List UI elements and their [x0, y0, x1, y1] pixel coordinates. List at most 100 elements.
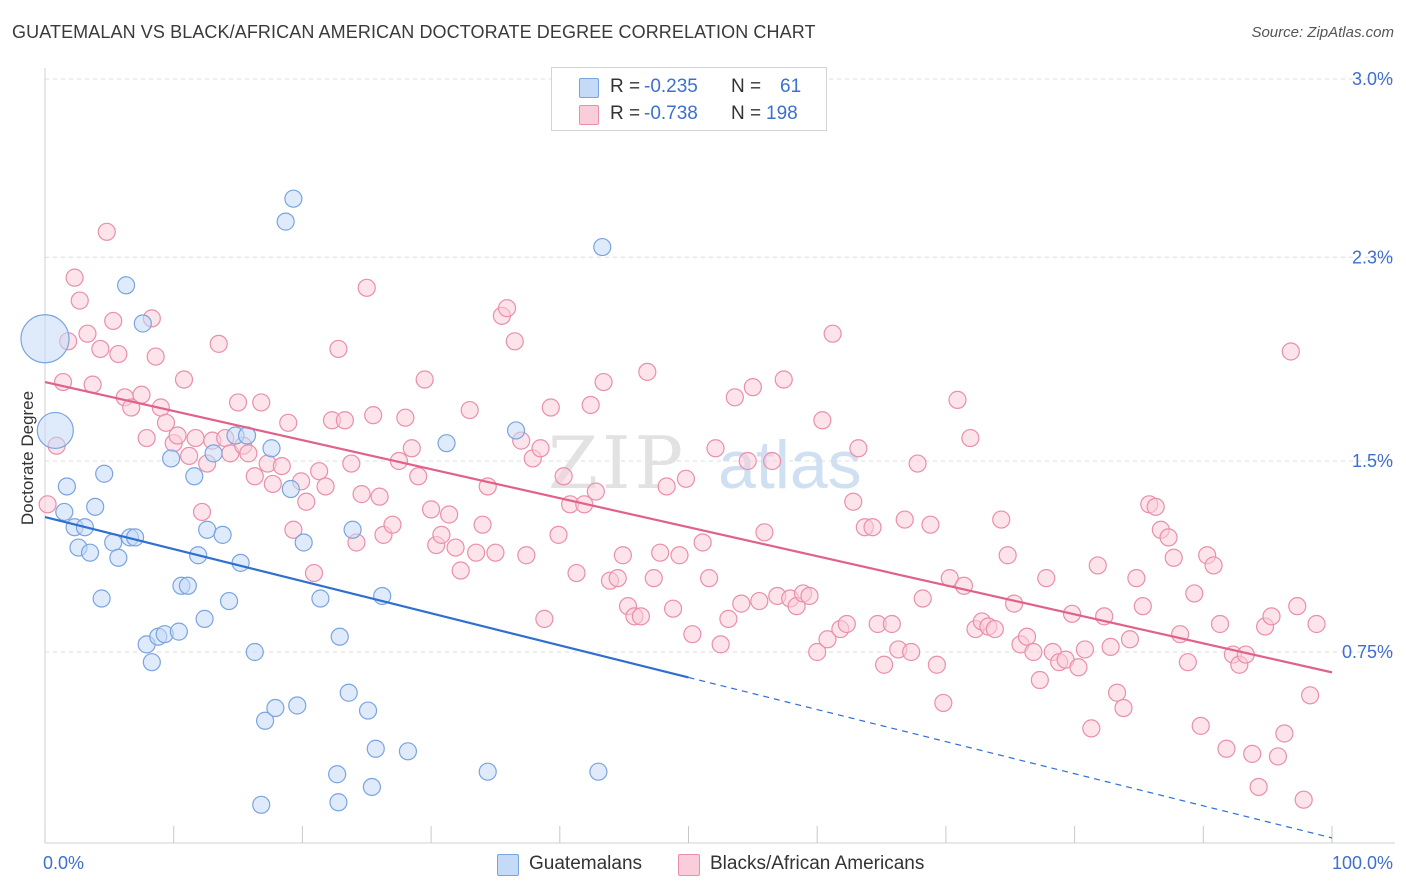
y-tick-label: 0.75% [1342, 642, 1393, 662]
y-tick-label: 3.0% [1352, 69, 1393, 89]
pink-point [631, 607, 650, 626]
pink-point [1146, 497, 1165, 516]
pink-point [948, 390, 967, 409]
pink-point [383, 515, 402, 534]
pink-point [415, 370, 434, 389]
blue-point [294, 533, 313, 552]
blue-point [589, 762, 608, 781]
legend-row-blacks: R = -0.738 N = 198 [552, 101, 826, 127]
pink-point [638, 362, 657, 381]
pink-point [1294, 790, 1313, 809]
pink-point [284, 520, 303, 539]
pink-point [467, 543, 486, 562]
pink-point [875, 655, 894, 674]
blue-point [95, 464, 114, 483]
r-label: R = [610, 103, 641, 124]
pink-point [725, 388, 744, 407]
pink-point [1268, 747, 1288, 766]
pink-trend-line [44, 380, 1333, 674]
pink-point [409, 467, 428, 486]
pink-point [1127, 569, 1146, 588]
y-tick-label: 1.5% [1352, 451, 1393, 471]
pink-point [1114, 698, 1133, 718]
pink-point [352, 485, 371, 504]
pink-point [774, 370, 793, 389]
pink-point [541, 398, 560, 417]
pink-point [1275, 724, 1294, 743]
pink-point [1164, 548, 1183, 567]
pink-point [168, 426, 187, 445]
blue-point [20, 314, 70, 364]
blue-point [213, 525, 232, 544]
pink-point [921, 515, 940, 534]
blue-trend-extension [688, 676, 1333, 839]
pink-point [1075, 640, 1094, 659]
blue-point [86, 497, 105, 516]
pink-point [517, 546, 536, 565]
pink-point [329, 339, 348, 359]
blue-point [329, 793, 348, 812]
blue-point [36, 411, 74, 450]
legend-label: Guatemalans [529, 853, 643, 874]
pink-point [823, 324, 842, 343]
pink-point [818, 630, 837, 649]
pink-point [440, 505, 459, 524]
pink-point [1288, 597, 1307, 616]
pink-point [252, 393, 271, 412]
pink-point [1037, 569, 1056, 588]
pink-point [1005, 594, 1024, 613]
pink-point [549, 525, 568, 544]
blue-point [55, 502, 74, 522]
pink-point [738, 451, 757, 471]
pink-swatch [678, 854, 700, 876]
pink-point [657, 477, 676, 496]
pink-point [1262, 607, 1281, 626]
n-label: N = [731, 76, 762, 97]
blue-point [169, 622, 188, 641]
pink-point [1178, 653, 1197, 672]
pink-point [396, 408, 415, 427]
blue-point [245, 642, 264, 662]
blue-point [506, 421, 526, 440]
pink-point [209, 334, 228, 353]
pink-point [670, 546, 689, 565]
pink-point [180, 446, 199, 466]
pink-point [732, 594, 751, 613]
pink-point [137, 428, 156, 448]
pink-point [1281, 342, 1300, 361]
n-label: N = [731, 103, 762, 124]
blue-point [57, 477, 76, 496]
pink-point [65, 268, 84, 287]
pink-point [719, 609, 738, 628]
blue-point [255, 711, 275, 730]
y-tick-label: 2.3% [1352, 247, 1393, 267]
blue-point [288, 696, 307, 715]
pink-point [554, 467, 573, 486]
trend-lines [44, 380, 1333, 839]
pink-point [998, 546, 1017, 565]
pink-point [486, 543, 505, 562]
blue-point [276, 212, 295, 231]
y-axis-label: Doctorate Degree [18, 391, 37, 525]
blue-point [262, 439, 281, 458]
pink-point [750, 591, 769, 611]
pink-point [316, 477, 335, 496]
pink-point [402, 439, 421, 458]
blue-point [198, 520, 217, 539]
tick-labels: 0.75% 1.5% 2.3% 3.0% 0.0% 100.0% [43, 69, 1393, 873]
pink-point [594, 372, 613, 392]
pink-point [1133, 597, 1152, 616]
pink-point [535, 609, 554, 628]
pink-point [1204, 556, 1223, 575]
pink-point [693, 533, 712, 552]
legend-label: Blacks/African Americans [710, 853, 925, 874]
pink-point [357, 278, 376, 297]
blue-point [178, 576, 197, 595]
pink-point [1101, 637, 1120, 657]
pink-point [882, 614, 901, 634]
blue-point [284, 189, 303, 208]
pink-point [800, 586, 819, 606]
pink-point [813, 411, 832, 430]
pink-point [174, 370, 194, 389]
blue-points [20, 189, 612, 814]
